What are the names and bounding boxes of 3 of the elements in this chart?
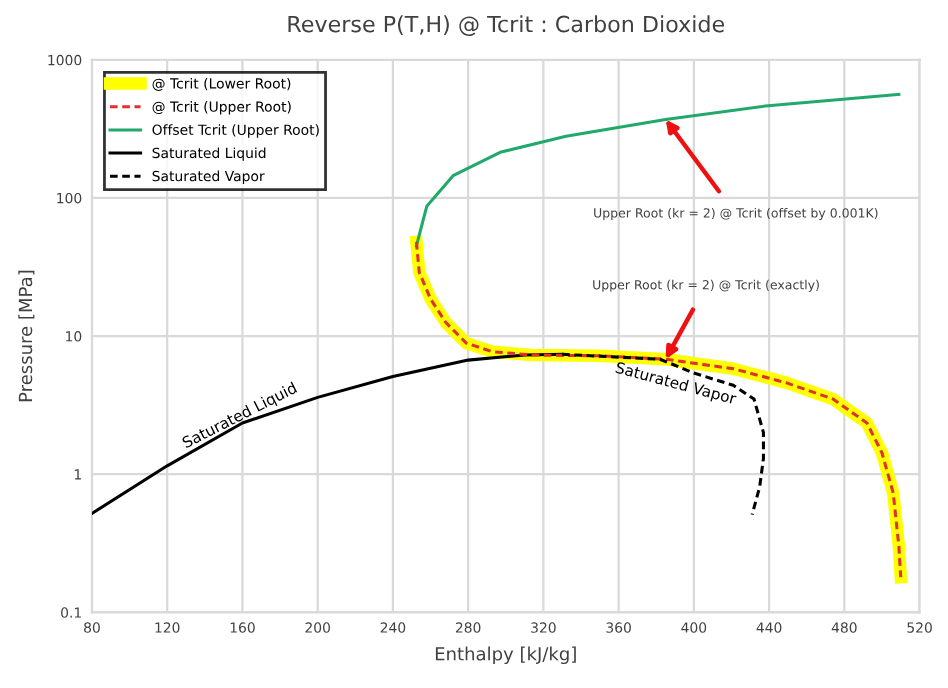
x-axis-title: Enthalpy [kJ/kg] [435,646,576,665]
chart-title: Reverse P(T,H) @ Tcrit : Carbon Dioxide [288,15,725,36]
y-axis-title: Pressure [MPa] [18,270,35,402]
